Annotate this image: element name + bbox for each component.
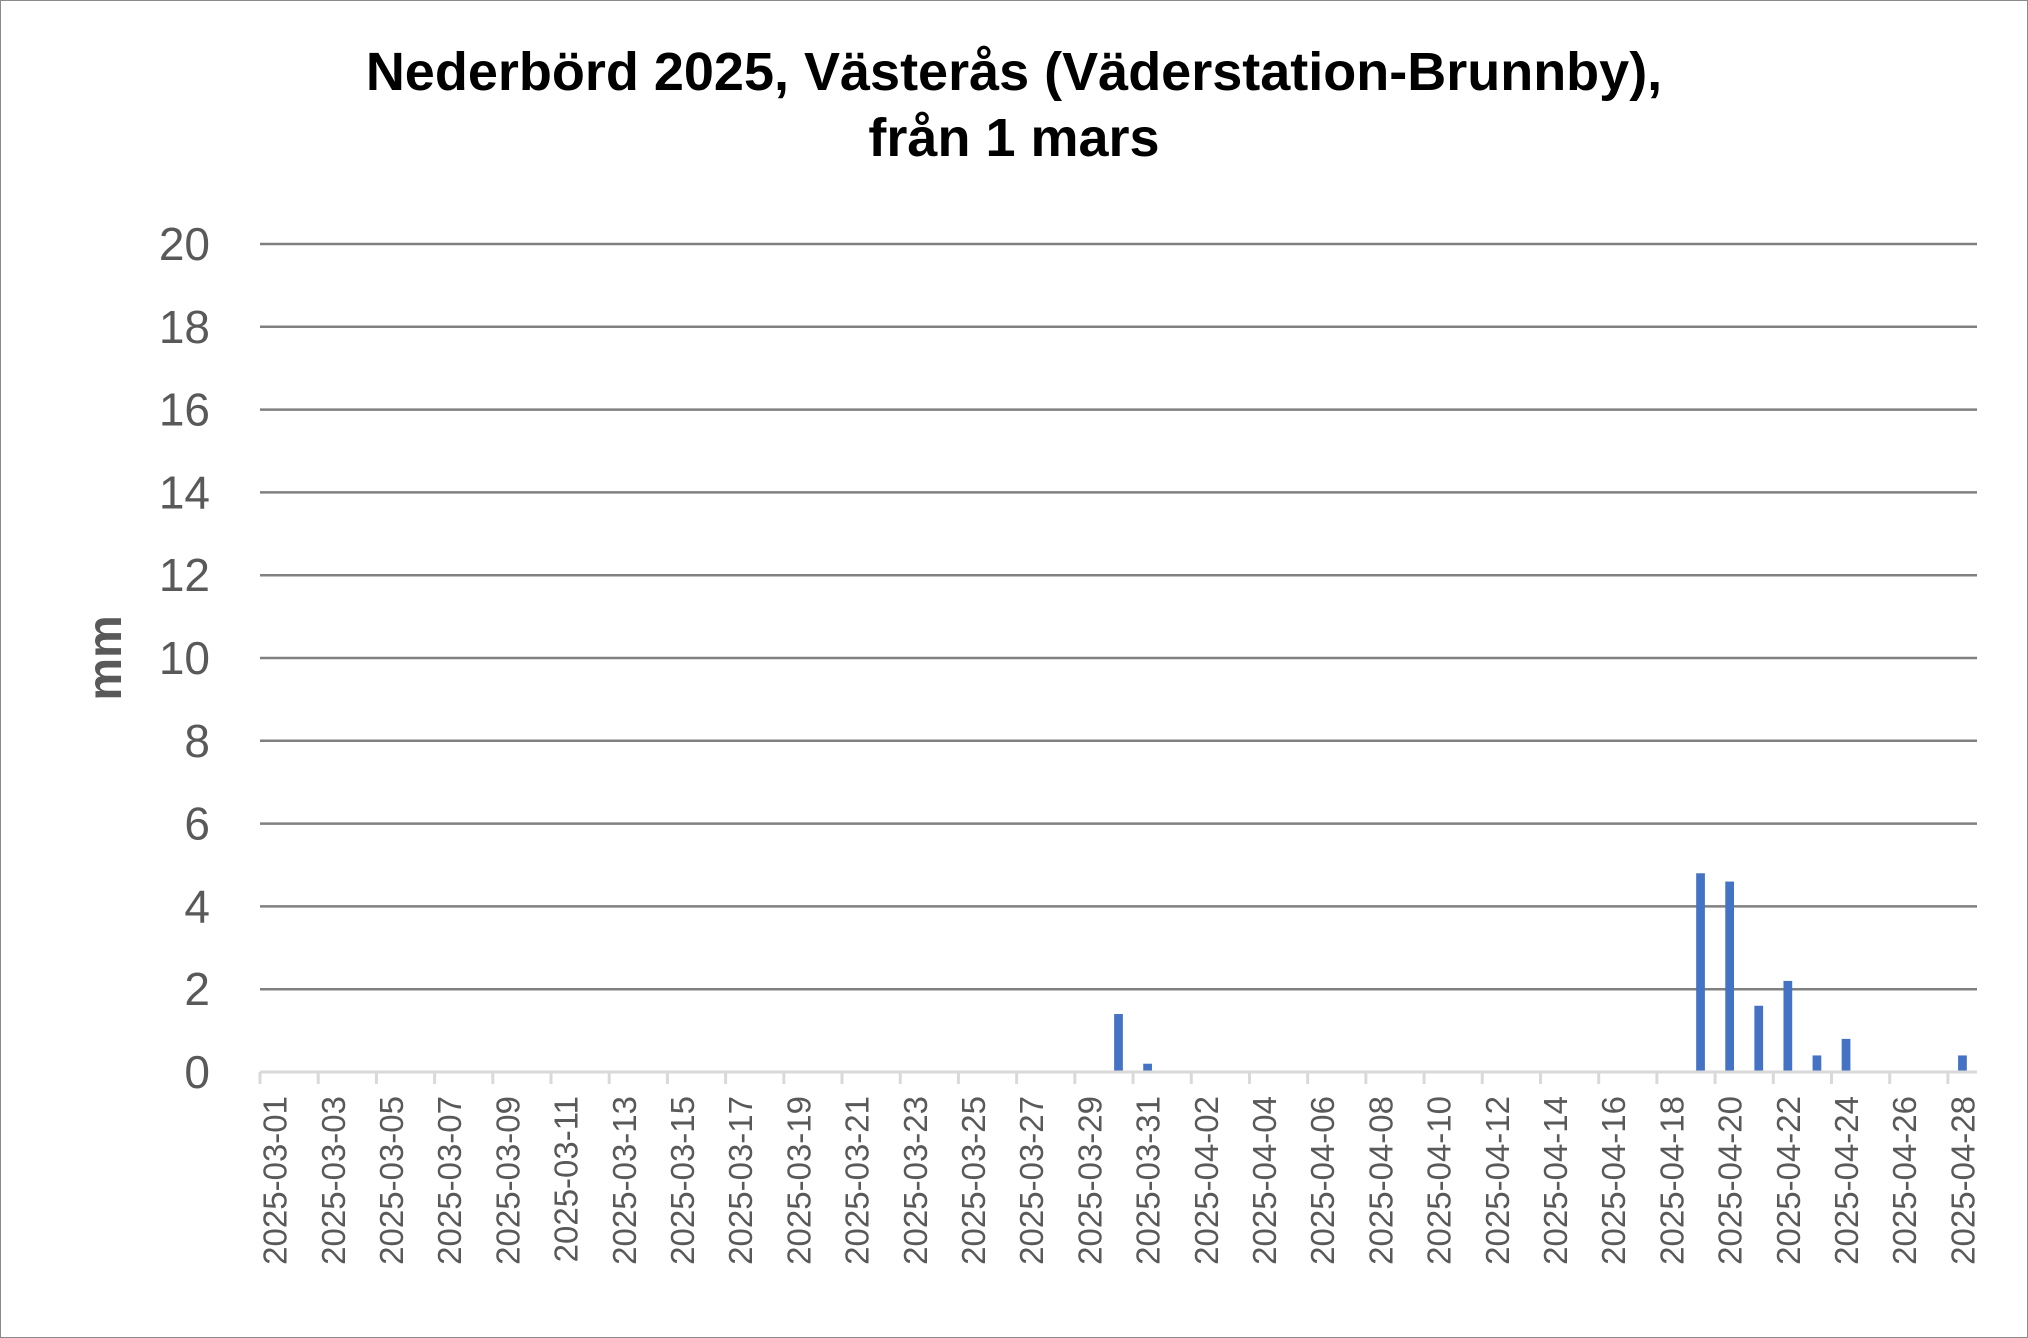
bar-2025-04-22 bbox=[1783, 980, 1793, 1072]
x-tick-label: 2025-04-24 bbox=[1828, 1096, 1865, 1265]
y-tick-label: 10 bbox=[159, 632, 210, 684]
y-tick-label: 2 bbox=[184, 963, 210, 1015]
x-tick-label: 2025-04-26 bbox=[1886, 1096, 1923, 1265]
bar-2025-04-28 bbox=[1958, 1055, 1967, 1072]
x-tick-label: 2025-03-17 bbox=[722, 1096, 759, 1265]
x-tick-label: 2025-04-08 bbox=[1362, 1096, 1399, 1265]
y-tick-label: 16 bbox=[159, 384, 210, 436]
x-tick-label: 2025-04-22 bbox=[1770, 1096, 1807, 1265]
x-tick-label: 2025-03-29 bbox=[1071, 1096, 1108, 1265]
x-tick-label: 2025-03-23 bbox=[897, 1096, 934, 1265]
x-tick-label: 2025-03-07 bbox=[431, 1096, 468, 1265]
y-tick-label: 18 bbox=[159, 301, 210, 353]
x-tick-label: 2025-03-19 bbox=[780, 1096, 817, 1265]
x-tick-label: 2025-04-02 bbox=[1188, 1096, 1225, 1265]
x-tick-label: 2025-04-06 bbox=[1304, 1096, 1341, 1265]
y-tick-label: 8 bbox=[184, 715, 210, 767]
bar-2025-04-19 bbox=[1696, 873, 1705, 1072]
x-tick-label: 2025-03-25 bbox=[955, 1096, 992, 1265]
x-tick-label: 2025-03-21 bbox=[839, 1096, 876, 1265]
bar-2025-03-31 bbox=[1143, 1063, 1152, 1072]
x-tick-label: 2025-03-31 bbox=[1130, 1096, 1167, 1265]
bar-2025-03-30 bbox=[1114, 1014, 1123, 1072]
bar-2025-04-20 bbox=[1725, 881, 1735, 1072]
y-axis-label: mm bbox=[79, 615, 132, 700]
y-tick-label: 6 bbox=[184, 798, 210, 850]
y-tick-label: 20 bbox=[159, 218, 210, 270]
chart-title-line-2: från 1 mars bbox=[868, 108, 1160, 168]
x-tick-label: 2025-03-05 bbox=[373, 1096, 410, 1265]
y-tick-label: 0 bbox=[184, 1046, 210, 1098]
bar-2025-04-21 bbox=[1754, 1005, 1764, 1072]
y-tick-label: 4 bbox=[184, 880, 210, 932]
x-tick-label: 2025-04-14 bbox=[1537, 1096, 1574, 1265]
x-tick-label: 2025-03-03 bbox=[315, 1096, 352, 1265]
x-tick-label: 2025-04-20 bbox=[1712, 1096, 1749, 1265]
x-tick-label: 2025-03-01 bbox=[257, 1096, 294, 1265]
x-tick-label: 2025-03-15 bbox=[664, 1096, 701, 1265]
chart-title: Nederbörd 2025, Västerås (Väderstation-B… bbox=[1, 39, 2027, 171]
y-tick-label: 14 bbox=[159, 466, 210, 518]
x-tick-label: 2025-04-10 bbox=[1421, 1096, 1458, 1265]
bar-2025-04-24 bbox=[1841, 1038, 1851, 1072]
y-tick-label: 12 bbox=[159, 549, 210, 601]
bar-2025-04-23 bbox=[1812, 1055, 1822, 1072]
chart-title-line-1: Nederbörd 2025, Västerås (Väderstation-B… bbox=[365, 42, 1663, 102]
x-tick-label: 2025-03-27 bbox=[1013, 1096, 1050, 1265]
x-tick-label: 2025-04-28 bbox=[1944, 1096, 1981, 1265]
x-tick-label: 2025-03-11 bbox=[548, 1096, 585, 1262]
x-tick-label: 2025-04-16 bbox=[1595, 1096, 1632, 1265]
x-tick-label: 2025-04-04 bbox=[1246, 1096, 1283, 1265]
x-tick-label: 2025-03-09 bbox=[489, 1096, 526, 1265]
x-tick-label: 2025-03-13 bbox=[606, 1096, 643, 1265]
x-tick-label: 2025-04-18 bbox=[1653, 1096, 1690, 1265]
x-tick-label: 2025-04-12 bbox=[1479, 1096, 1516, 1265]
